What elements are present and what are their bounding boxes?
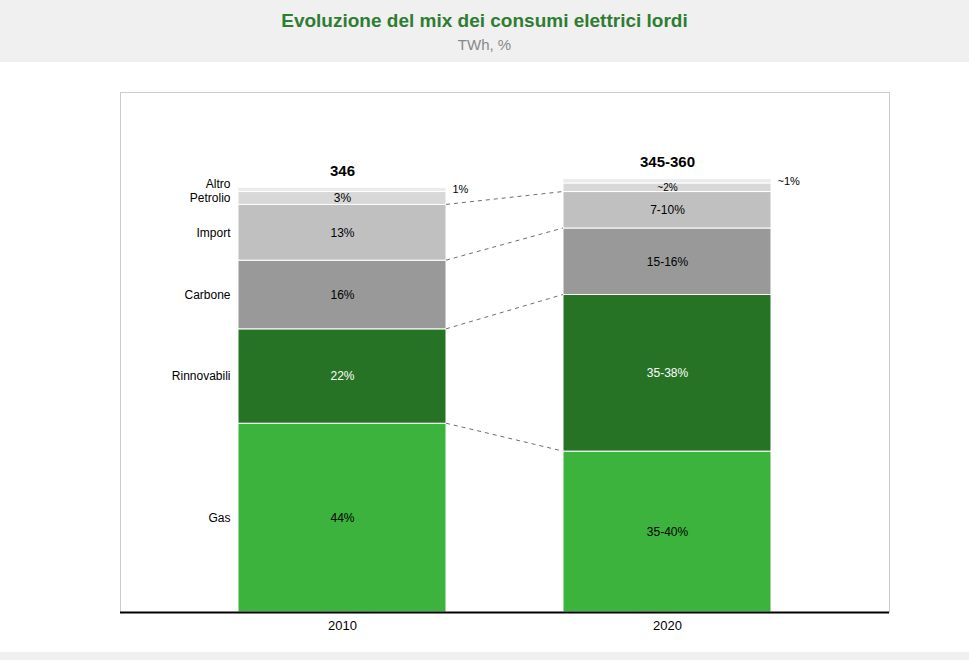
svg-text:Altro: Altro <box>206 177 231 191</box>
svg-text:2020: 2020 <box>653 618 682 633</box>
svg-text:44%: 44% <box>330 511 354 525</box>
svg-text:Carbone: Carbone <box>184 288 230 302</box>
svg-text:35-40%: 35-40% <box>647 525 689 539</box>
html-text:TWh, %: TWh, % <box>457 36 512 53</box>
svg-text:16%: 16% <box>330 288 354 302</box>
svg-text:345-360: 345-360 <box>640 153 695 170</box>
svg-text:Gas: Gas <box>208 511 230 525</box>
svg-text:7-10%: 7-10% <box>650 203 685 217</box>
html-text:Evoluzione del mix dei consumi: Evoluzione del mix dei consumi elettrici… <box>281 10 688 31</box>
svg-text:15-16%: 15-16% <box>647 255 689 269</box>
svg-text:1%: 1% <box>453 183 469 195</box>
svg-text:Rinnovabili: Rinnovabili <box>172 369 231 383</box>
svg-text:2010: 2010 <box>328 618 357 633</box>
svg-text:~1%: ~1% <box>778 175 801 187</box>
svg-text:35-38%: 35-38% <box>647 366 689 380</box>
svg-text:Petrolio: Petrolio <box>190 191 231 205</box>
svg-text:Import: Import <box>196 226 231 240</box>
svg-text:13%: 13% <box>330 226 354 240</box>
svg-text:346: 346 <box>330 162 355 179</box>
svg-text:~2%: ~2% <box>657 182 677 193</box>
svg-text:22%: 22% <box>330 369 354 383</box>
svg-text:3%: 3% <box>334 191 352 205</box>
